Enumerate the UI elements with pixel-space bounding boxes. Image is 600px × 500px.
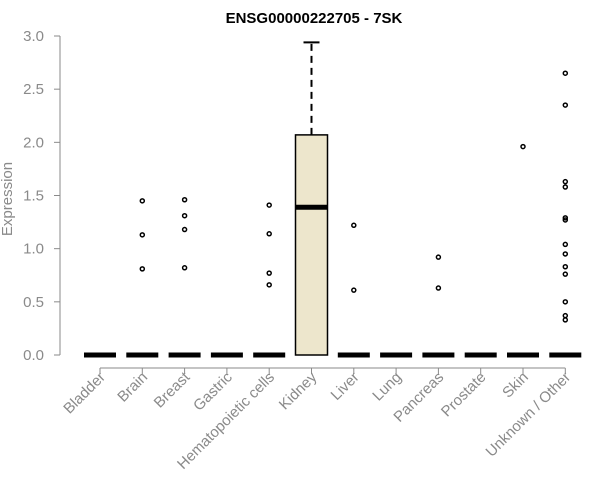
plot-area bbox=[84, 41, 582, 358]
y-axis: 0.0 0.5 1.0 1.5 2.0 2.5 3.0 bbox=[23, 28, 61, 364]
box-hematopoietic-cells bbox=[253, 202, 286, 358]
box-brain bbox=[126, 198, 159, 358]
x-tick-label: Liver bbox=[328, 369, 363, 404]
outlier-point bbox=[562, 312, 569, 319]
chart-title: ENSG00000222705 - 7SK bbox=[226, 10, 403, 27]
outlier-point bbox=[562, 102, 569, 108]
outlier-point bbox=[181, 265, 188, 271]
outlier-point bbox=[562, 217, 569, 223]
outlier-point bbox=[562, 184, 569, 190]
y-tick-label: 1.5 bbox=[23, 188, 44, 205]
box-liver bbox=[337, 222, 370, 358]
outlier-point bbox=[562, 241, 569, 248]
outlier-point bbox=[351, 287, 357, 293]
outlier-point bbox=[562, 317, 569, 323]
outlier-point bbox=[181, 197, 188, 203]
y-tick-label: 2.0 bbox=[23, 134, 44, 151]
outlier-point bbox=[562, 178, 569, 185]
outlier-point bbox=[139, 198, 146, 204]
outlier-point bbox=[266, 202, 272, 208]
outlier-point bbox=[181, 212, 188, 219]
y-tick-label: 2.5 bbox=[23, 81, 44, 98]
y-tick-label: 0.0 bbox=[23, 347, 44, 364]
y-axis-label: Expression bbox=[0, 162, 16, 236]
x-tick-label: Breast bbox=[151, 368, 194, 411]
outlier-point bbox=[266, 231, 272, 237]
x-tick-label: Skin bbox=[499, 369, 532, 402]
outlier-point bbox=[562, 215, 569, 221]
outlier-point bbox=[520, 143, 526, 150]
outlier-point bbox=[562, 299, 569, 305]
box-unknown-other bbox=[549, 70, 582, 358]
outlier-point bbox=[266, 270, 272, 276]
outlier-point bbox=[562, 271, 569, 277]
box-breast bbox=[168, 197, 201, 358]
box-body bbox=[294, 134, 329, 356]
outlier-point bbox=[139, 232, 146, 238]
outlier-point bbox=[562, 263, 569, 270]
outlier-point bbox=[562, 70, 569, 76]
x-tick-label: Brain bbox=[114, 369, 151, 406]
outlier-point bbox=[562, 251, 569, 257]
box-skin bbox=[507, 143, 539, 358]
x-tick-label: Lung bbox=[369, 369, 405, 405]
outlier-point bbox=[181, 226, 188, 233]
y-tick-label: 0.5 bbox=[23, 294, 44, 311]
box-pancreas bbox=[422, 254, 455, 358]
outlier-point bbox=[266, 282, 272, 288]
x-tick-label: Bladder bbox=[60, 369, 109, 418]
outlier-point bbox=[351, 222, 357, 229]
x-tick-label: Prostate bbox=[438, 369, 490, 421]
y-tick-label: 3.0 bbox=[23, 28, 44, 45]
box-kidney bbox=[294, 41, 329, 356]
y-tick-label: 1.0 bbox=[23, 241, 44, 258]
outlier-point bbox=[435, 285, 442, 291]
x-tick-label: Kidney bbox=[276, 368, 321, 413]
outlier-point bbox=[435, 254, 442, 260]
outlier-point bbox=[139, 266, 146, 272]
